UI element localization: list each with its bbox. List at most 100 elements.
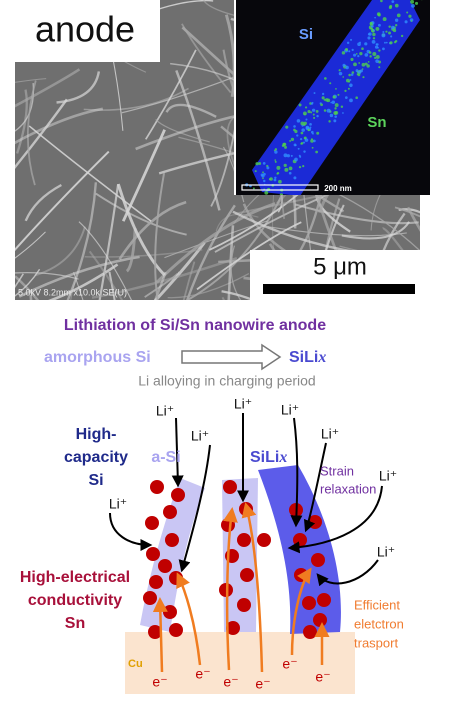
sn-speckle (361, 47, 364, 50)
sn-speckle (395, 4, 399, 8)
li-ion: Li⁺ (321, 426, 339, 442)
sn-speckle (382, 31, 384, 33)
sn-speckle (310, 111, 312, 113)
sn-speckle (312, 147, 314, 149)
sn-speckle (353, 54, 356, 57)
sn-speckle (410, 0, 414, 4)
sn-speckle (362, 68, 364, 70)
sn-particle (169, 623, 183, 637)
sn-speckle (348, 50, 350, 52)
sn-particle (171, 488, 185, 502)
conductivity-note: conductivity (28, 592, 122, 609)
sn-speckle (376, 55, 380, 59)
conductivity-note: High-electrical (20, 569, 130, 586)
sn-speckle (388, 25, 390, 27)
li-ion: Li⁺ (377, 544, 395, 560)
sn-speckle (353, 62, 357, 66)
sn-speckle (313, 114, 315, 116)
sn-speckle (305, 106, 307, 108)
sn-speckle (284, 168, 288, 172)
sn-speckle (401, 35, 403, 37)
sn-speckle (351, 73, 354, 76)
sn-speckle (307, 110, 310, 113)
sn-speckle (282, 143, 285, 146)
sn-particle (149, 575, 163, 589)
strain-note: relaxation (320, 481, 376, 496)
sn-particle (145, 516, 159, 530)
sn-speckle (335, 111, 339, 115)
sn-speckle (358, 62, 360, 64)
sn-speckle (293, 176, 296, 179)
sn-speckle (348, 81, 350, 83)
schematic-title: Lithiation of Si/Sn nanowire anode (64, 317, 326, 334)
sn-speckle (408, 15, 411, 18)
sn-particle (313, 613, 327, 627)
sn-speckle (332, 101, 335, 104)
sn-speckle (277, 172, 279, 174)
sn-particle (237, 598, 251, 612)
electron: e⁻ (223, 674, 238, 690)
sn-speckle (289, 166, 293, 170)
silix-label: SiLix (250, 449, 287, 467)
sn-speckle (297, 119, 301, 123)
sn-speckle (364, 42, 367, 45)
strain-note: Strain (320, 463, 354, 478)
sn-speckle (329, 82, 331, 84)
sn-speckle (377, 47, 379, 49)
sn-speckle (291, 138, 294, 141)
sn-particle (317, 593, 331, 607)
sn-speckle (299, 104, 302, 107)
sn-speckle (369, 55, 371, 57)
sn-speckle (263, 162, 266, 165)
sn-particle (257, 533, 271, 547)
sn-speckle (333, 95, 336, 98)
sn-particle (223, 480, 237, 494)
sn-speckle (348, 74, 351, 77)
sn-speckle (384, 42, 386, 44)
anode-label: anode (35, 9, 135, 50)
sn-speckle (264, 191, 268, 195)
sn-speckle (349, 79, 351, 81)
sn-speckle (296, 134, 298, 136)
sn-speckle (298, 148, 300, 150)
sn-speckle (285, 126, 288, 129)
sn-particle (240, 568, 254, 582)
sn-speckle (397, 14, 401, 18)
sn-speckle (362, 63, 366, 67)
li-ion: Li⁺ (281, 402, 299, 418)
transport-note: eletctron (354, 616, 404, 631)
sn-speckle (383, 17, 387, 21)
sn-speckle (330, 114, 333, 117)
sn-speckle (347, 42, 349, 44)
sn-speckle (289, 172, 292, 175)
sn-speckle (324, 77, 327, 80)
product-var: x (317, 349, 326, 366)
sn-speckle (255, 162, 258, 165)
electron: e⁻ (315, 669, 330, 685)
sn-speckle (378, 24, 381, 27)
sn-speckle (309, 126, 311, 128)
sn-speckle (278, 180, 282, 184)
sn-speckle (359, 52, 362, 55)
capacity-note: High- (76, 426, 117, 443)
sn-speckle (341, 105, 343, 107)
sn-speckle (324, 99, 326, 101)
sn-speckle (327, 109, 331, 113)
sn-speckle (269, 177, 273, 181)
sn-speckle (262, 178, 264, 180)
sn-particle (163, 605, 177, 619)
sn-speckle (314, 92, 316, 94)
sn-particle (311, 553, 325, 567)
sn-speckle (376, 43, 378, 45)
sn-speckle (305, 119, 307, 121)
sn-label: Sn (367, 114, 386, 131)
sn-speckle (373, 29, 375, 31)
sn-speckle (415, 2, 418, 5)
sn-speckle (339, 72, 343, 76)
sn-speckle (378, 49, 380, 51)
sn-speckle (313, 140, 316, 143)
a-si-label: a-Si (151, 449, 180, 466)
sn-speckle (352, 49, 354, 51)
electron: e⁻ (152, 674, 167, 690)
